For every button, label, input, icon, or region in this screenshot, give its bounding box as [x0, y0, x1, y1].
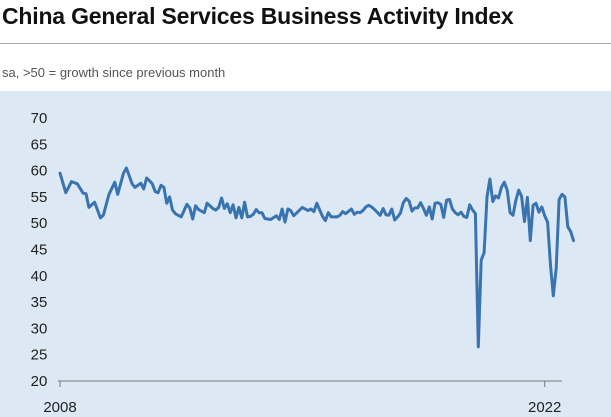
- y-axis-ticks: 20 25 30 35 40 45 50 55 60 65 70: [31, 110, 48, 390]
- y-tick-label: 60: [31, 163, 48, 180]
- chart-subtitle: sa, >50 = growth since previous month: [2, 65, 226, 80]
- y-tick-label: 30: [31, 320, 48, 337]
- series-lines: [58, 166, 575, 349]
- title-divider: [0, 43, 611, 44]
- x-tick-label: 2008: [43, 399, 76, 416]
- series-line: [58, 166, 575, 349]
- y-tick-label: 20: [31, 373, 48, 390]
- chart-title: China General Services Business Activity…: [2, 3, 514, 29]
- y-tick-label: 35: [31, 294, 48, 311]
- y-tick-label: 50: [31, 215, 48, 232]
- y-tick-label: 55: [31, 189, 48, 206]
- y-tick-label: 70: [31, 110, 48, 127]
- x-tick-label: 2022: [528, 399, 561, 416]
- plot-background: [0, 91, 611, 417]
- x-axis-ticks: 2008 2022: [43, 381, 561, 416]
- y-tick-label: 25: [31, 347, 48, 364]
- y-tick-label: 40: [31, 268, 48, 285]
- y-tick-label: 45: [31, 242, 48, 259]
- y-tick-label: 65: [31, 136, 48, 153]
